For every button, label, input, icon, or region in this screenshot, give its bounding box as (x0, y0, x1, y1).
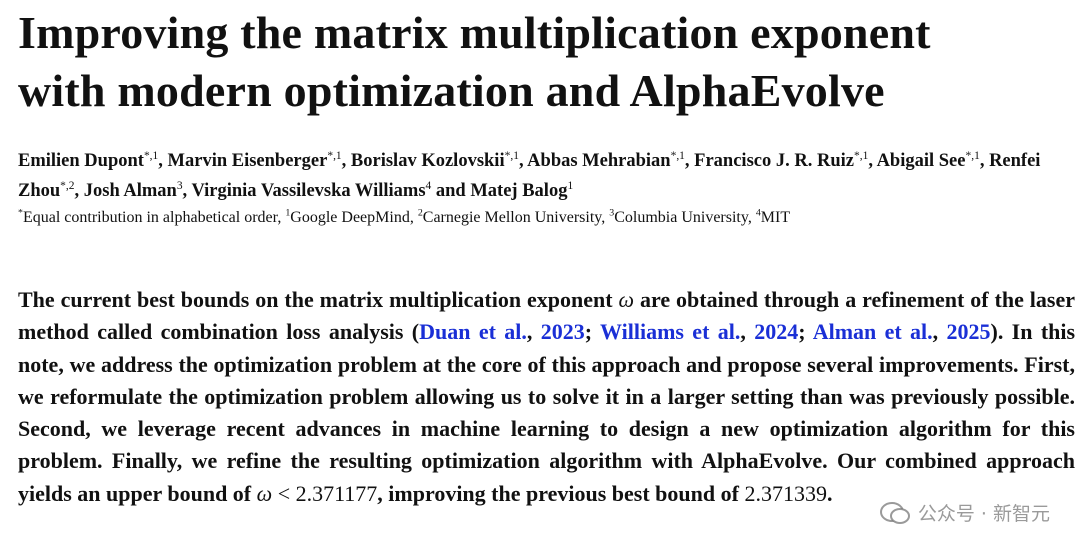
watermark-text: 公众号 · 新智元 (917, 503, 1050, 525)
abstract-text: The current best bounds on the matrix mu… (18, 287, 619, 312)
paper-title: Improving the matrix multiplication expo… (18, 4, 1078, 120)
affiliation-text: Equal contribution in alphabetical order… (22, 209, 286, 226)
author-affiliation-mark: *,1 (965, 149, 980, 162)
author-affiliation-mark: 3 (176, 179, 183, 192)
affiliation-list: *Equal contribution in alphabetical orde… (18, 206, 1068, 230)
author-name: Virginia Vassilevska Williams (191, 181, 426, 201)
author-name: Borislav Kozlovskii (350, 151, 505, 171)
abstract-text: ; (798, 319, 813, 345)
affiliation-mark: * (18, 207, 23, 219)
author-affiliation-mark: *,1 (327, 149, 342, 162)
author-separator: , (341, 151, 351, 171)
author-affiliation-mark: *,2 (60, 179, 75, 192)
abstract-text: , improving the previous best bound of (377, 480, 745, 506)
abstract-text: ω (256, 480, 273, 506)
author-affiliation-mark: 1 (567, 179, 574, 192)
abstract-text: ; (584, 319, 601, 345)
affiliation-text: Columbia University, (614, 209, 756, 226)
title-line: with modern optimization and AlphaEvolve (18, 65, 885, 116)
author-separator: , (158, 151, 168, 171)
affiliation-text: Google DeepMind, (290, 209, 418, 226)
affiliation-text: MIT (760, 209, 791, 226)
abstract-text: , (526, 319, 541, 345)
watermark-icon (879, 501, 910, 524)
author-separator: , (518, 151, 528, 171)
abstract-text: . (826, 480, 833, 506)
author-separator: and (431, 181, 471, 201)
author-affiliation-mark: *,1 (504, 149, 519, 162)
watermark: 公众号 · 新智元 (879, 499, 1050, 526)
author-separator: , (684, 151, 695, 171)
author-name: Francisco J. R. Ruiz (694, 151, 854, 171)
abstract: The current best bounds on the matrix mu… (18, 284, 1075, 510)
citation-link[interactable]: Duan et al. (419, 319, 527, 345)
abstract-text: , (932, 319, 947, 345)
affiliation-mark: 2 (417, 207, 423, 219)
affiliation-text: Carnegie Mellon University, (422, 209, 610, 226)
author-name: Emilien Dupont (18, 151, 144, 171)
author-name: Abigail See (876, 151, 966, 171)
author-separator: , (979, 151, 990, 171)
author-name: Matej Balog (470, 181, 568, 201)
abstract-text: are obtained through a refinement of the… (18, 287, 1075, 345)
abstract-text: ). In this note, we address the optimiza… (18, 319, 1076, 506)
author-name: Renfei Zhou (18, 151, 1041, 201)
author-affiliation-mark: *,1 (143, 149, 159, 162)
abstract-text: , (740, 319, 755, 345)
citation-link[interactable]: 2025 (946, 319, 991, 345)
citation-link[interactable]: 2024 (754, 319, 799, 345)
abstract-text: 2.371339 (744, 480, 827, 506)
citation-link[interactable]: Alman et al. (812, 319, 933, 345)
abstract-text: ω (618, 287, 635, 312)
title-line: Improving the matrix multiplication expo… (18, 7, 931, 58)
abstract-text: < 2.371177 (272, 480, 378, 506)
author-separator: , (182, 181, 192, 201)
citation-link[interactable]: Williams et al. (600, 319, 741, 345)
author-separator: , (74, 181, 84, 201)
author-name: Marvin Eisenberger (167, 151, 328, 171)
citation-link[interactable]: 2023 (540, 319, 585, 345)
author-name: Josh Alman (83, 181, 177, 201)
author-affiliation-mark: 4 (425, 179, 432, 192)
author-separator: , (868, 151, 877, 171)
affiliation-mark: 1 (285, 207, 291, 219)
affiliation-mark: 4 (755, 207, 761, 219)
author-affiliation-mark: *,1 (670, 149, 685, 162)
author-list: Emilien Dupont*,1, Marvin Eisenberger*,1… (18, 146, 1068, 206)
author-affiliation-mark: *,1 (853, 149, 869, 162)
author-name: Abbas Mehrabian (527, 151, 671, 171)
affiliation-mark: 3 (609, 207, 615, 219)
